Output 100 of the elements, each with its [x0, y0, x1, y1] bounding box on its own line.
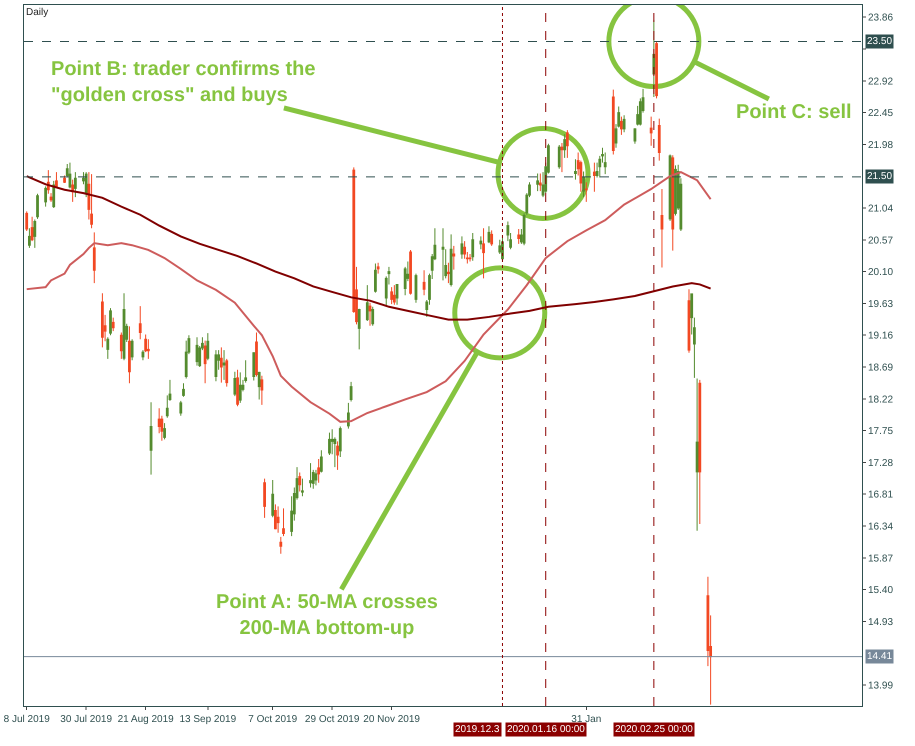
candlestick: [452, 245, 456, 270]
candlestick: [44, 186, 48, 208]
annotation: Point C: sell: [736, 101, 852, 123]
candlestick: [671, 154, 674, 252]
candlestick: [650, 116, 653, 146]
candlestick: [233, 371, 236, 397]
candlestick: [696, 378, 698, 532]
candlestick: [604, 152, 607, 175]
y-tick-label: 20.10: [868, 267, 894, 278]
y-tick-label: 13.99: [868, 680, 894, 692]
candlestick: [488, 226, 490, 244]
y-tick-label: 16.34: [868, 522, 894, 533]
annotation: Point A: 50-MA crosses 200-MA bottom-up: [216, 591, 438, 639]
candlestick: [422, 270, 426, 296]
candlestick: [179, 400, 182, 416]
candlestick: [68, 162, 72, 189]
candlestick: [447, 262, 450, 284]
candlestick: [255, 332, 258, 377]
candlestick: [366, 284, 369, 322]
candlestick: [328, 432, 331, 456]
candlestick: [109, 308, 112, 336]
x-tick-label: 7 Oct 2019: [248, 714, 298, 725]
candlestick: [182, 382, 185, 398]
candlestick: [374, 262, 377, 294]
candlestick: [74, 172, 77, 198]
candlestick: [463, 240, 466, 260]
y-tick-label: 23.86: [868, 12, 894, 24]
candlestick: [368, 302, 372, 326]
ref-line-label: 21.50: [867, 171, 892, 182]
candlestick: [396, 284, 398, 306]
y-tick-label: 18.69: [868, 362, 894, 374]
candlestick: [358, 308, 361, 350]
candlestick: [558, 144, 561, 170]
x-tick-label: 21 Aug 2019: [118, 714, 174, 725]
y-tick-label: 20.57: [868, 235, 894, 246]
candlestick: [376, 262, 380, 274]
candlestick: [698, 379, 702, 524]
candlestick: [634, 128, 636, 144]
x-tick-label: 30 Jul 2019: [60, 714, 112, 725]
candlestick: [468, 254, 472, 262]
annotation: Point B: trader confirms the "golden cross" and buys: [51, 58, 316, 106]
y-tick-label: 21.98: [868, 140, 894, 151]
candlestick: [574, 158, 577, 180]
y-tick-label: 15.40: [868, 585, 894, 596]
candlestick: [258, 371, 261, 400]
candlestick: [482, 228, 485, 279]
y-tick-label: 14.93: [868, 616, 894, 628]
candlestick: [274, 504, 277, 530]
candlestick: [522, 212, 526, 246]
candlestick: [33, 219, 36, 248]
candlestick: [450, 234, 453, 287]
ref-line-label: 14.41: [867, 651, 892, 662]
candlestick: [622, 114, 626, 133]
candlestick: [163, 422, 166, 440]
candlestick: [92, 232, 96, 284]
candlestick: [128, 326, 131, 384]
y-tick-label: 21.04: [868, 203, 894, 214]
candlestick: [584, 182, 588, 202]
candlestick: [346, 402, 350, 430]
candlestick: [655, 41, 658, 99]
candlestick: [112, 317, 115, 332]
candlestick: [130, 338, 134, 361]
x-tick-label: 13 Sep 2019: [179, 714, 237, 725]
candlestick: [206, 332, 210, 361]
y-tick-label: 16.81: [868, 490, 894, 501]
candlestick: [120, 332, 123, 360]
candlestick: [100, 292, 104, 348]
candlestick: [314, 469, 318, 486]
candlestick: [320, 450, 323, 474]
chart-title: Daily: [26, 7, 48, 18]
ref-line-label: 23.50: [867, 36, 892, 47]
candlestick: [674, 164, 677, 216]
candlestick: [566, 130, 569, 158]
candlestick: [55, 172, 58, 188]
candlestick: [122, 292, 126, 361]
y-tick-label: 22.45: [868, 108, 894, 120]
candlestick: [142, 350, 144, 361]
y-tick-label: 22.92: [868, 76, 894, 88]
candlestick: [336, 440, 339, 470]
candlestick: [460, 236, 464, 260]
candlestick: [204, 340, 207, 384]
candlestick: [28, 228, 31, 248]
ref-line-label: 2020.02.25 00:00: [615, 724, 694, 735]
candlestick: [660, 188, 664, 268]
candlestick: [688, 288, 690, 354]
candlestick: [309, 462, 312, 488]
candlestick: [560, 142, 564, 173]
y-tick-label: 19.63: [868, 298, 894, 310]
y-tick-label: 17.75: [868, 426, 894, 438]
candlestick: [146, 338, 150, 360]
candlestick: [658, 118, 661, 162]
y-tick-label: 15.87: [868, 553, 894, 564]
candlestick: [371, 306, 374, 326]
candlestick: [668, 154, 672, 222]
candlestick: [517, 228, 520, 244]
x-tick-label: 31 Jan: [571, 714, 602, 725]
candlestick: [222, 350, 226, 380]
candlestick: [263, 478, 266, 518]
candlestick: [36, 193, 39, 220]
y-tick-label: 19.16: [868, 330, 894, 342]
